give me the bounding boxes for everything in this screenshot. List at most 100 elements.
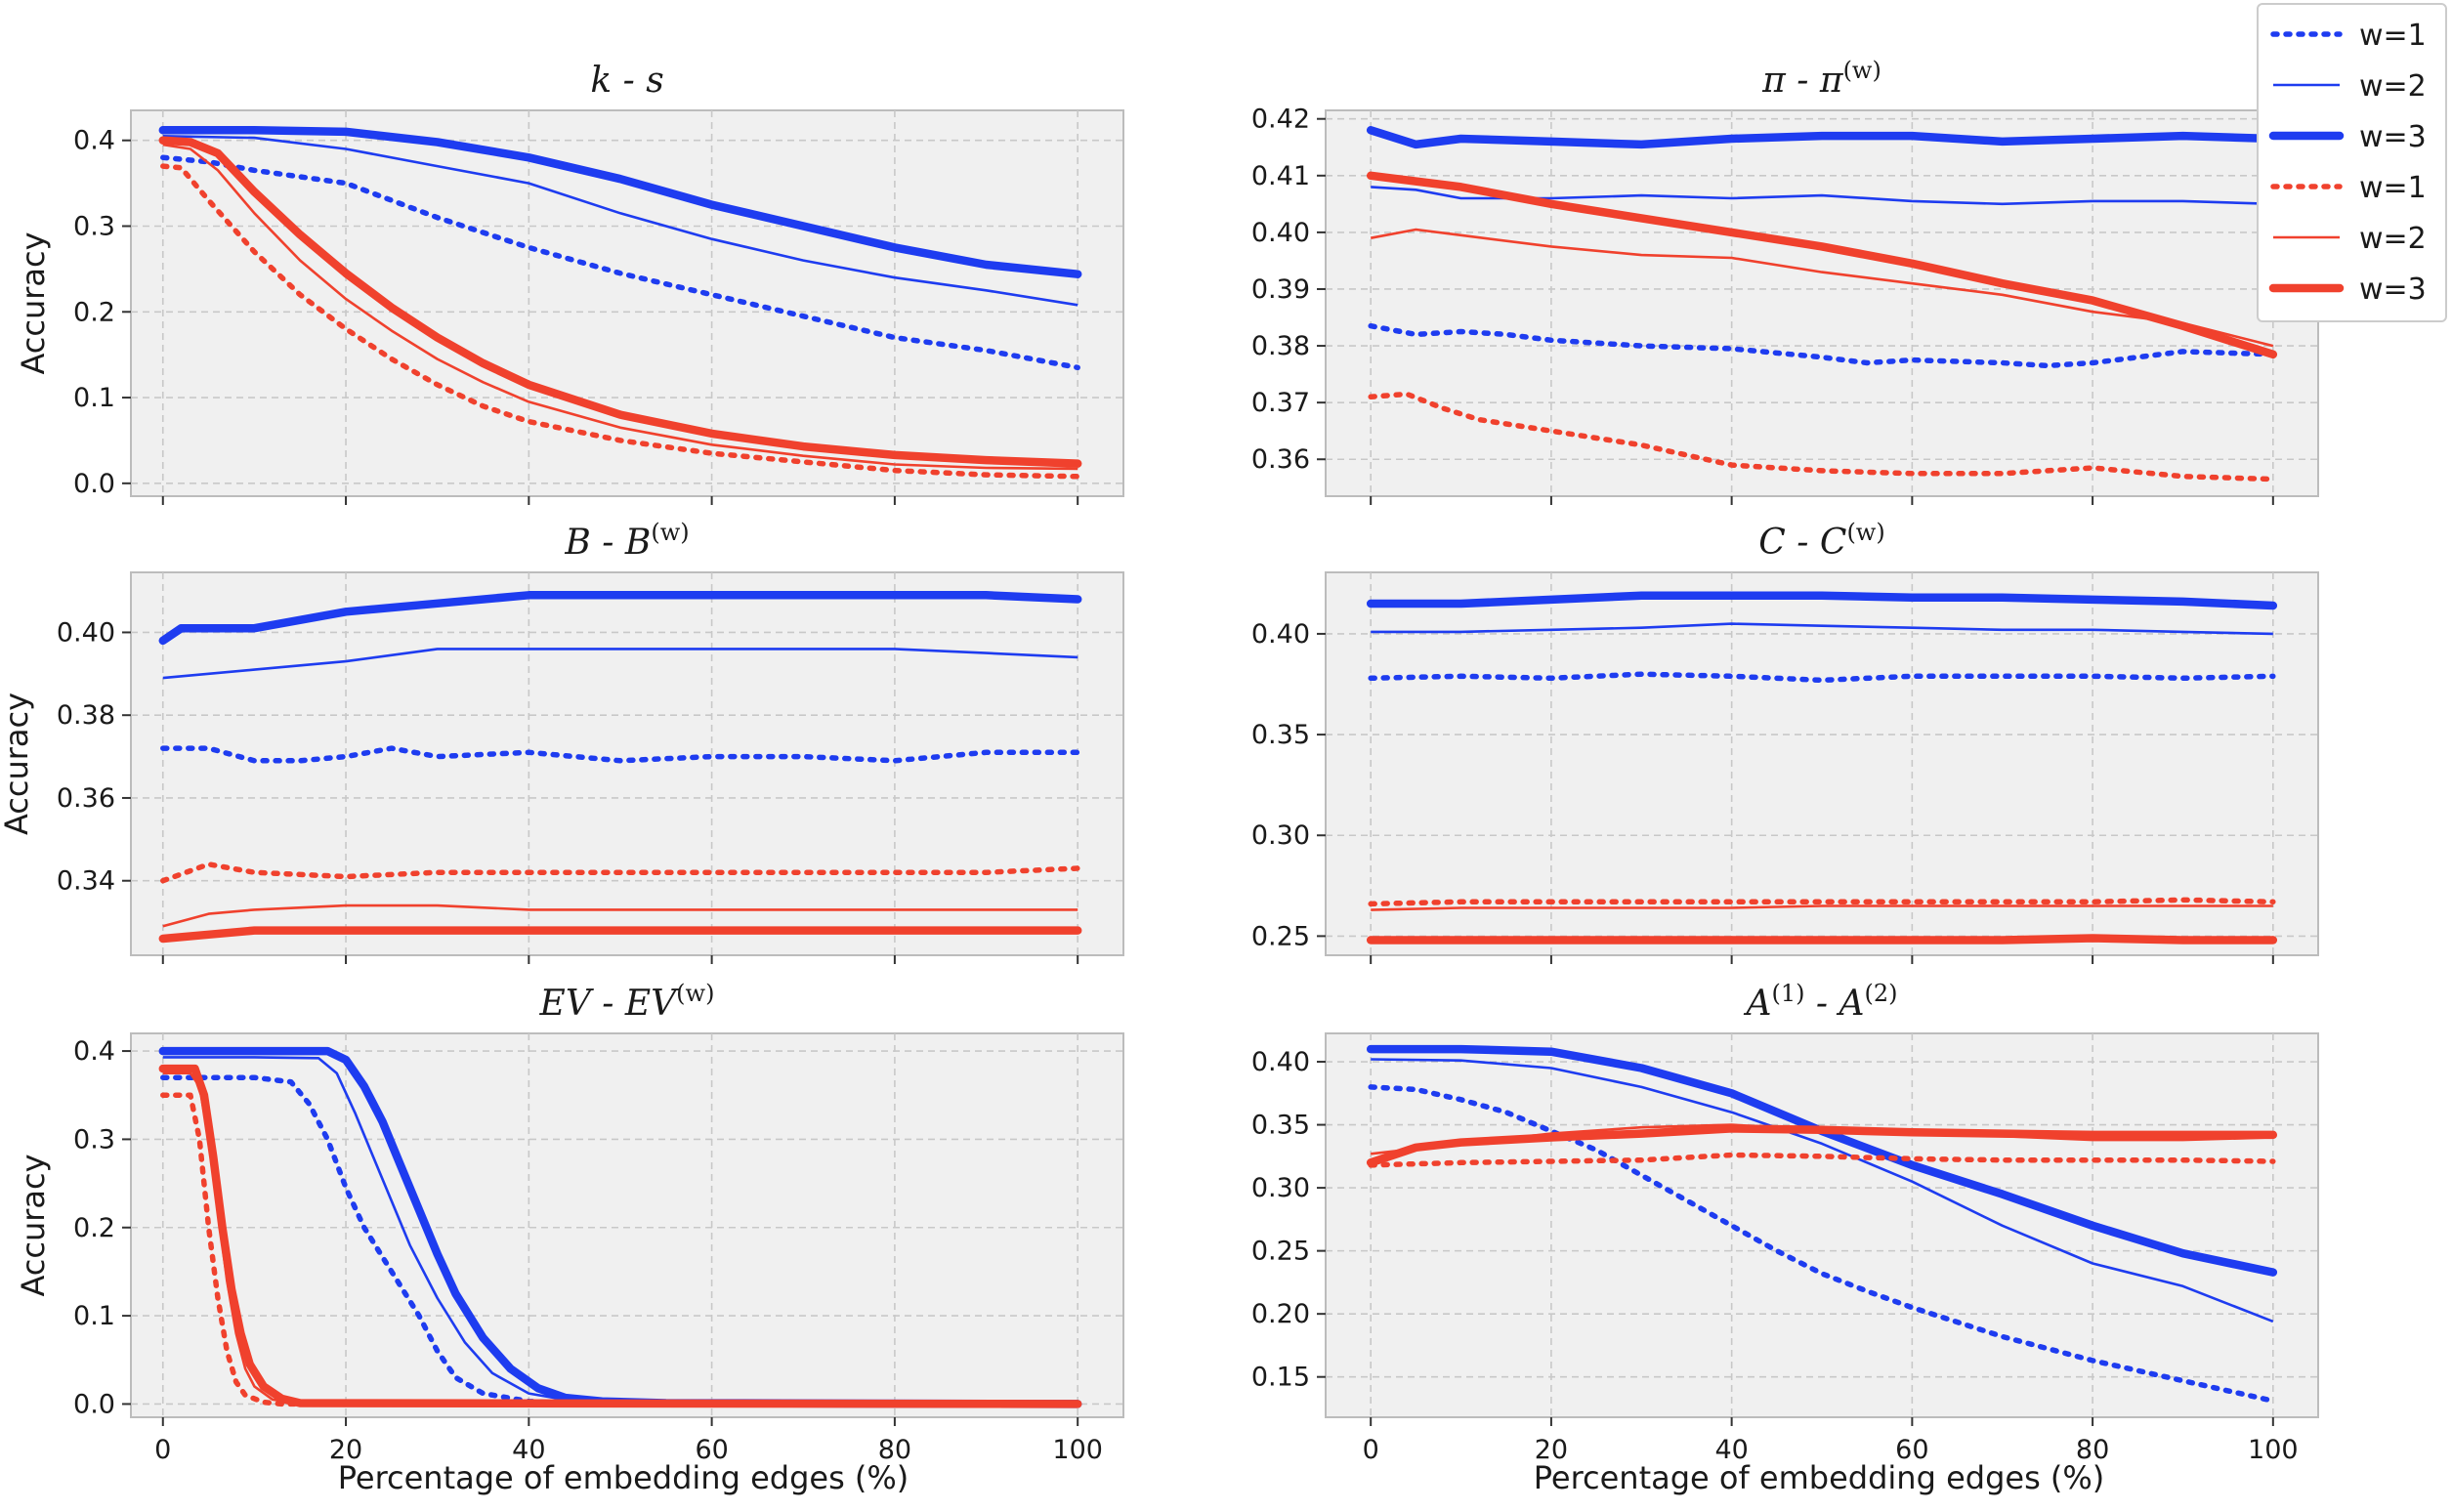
y-tick-label: 0.1 xyxy=(73,383,115,413)
x-tick-label: 60 xyxy=(695,1435,728,1465)
panel-title: π - π(w)​ xyxy=(1761,57,1881,101)
y-tick-label: 0.3 xyxy=(73,1124,115,1155)
y-tick-label: 0.40 xyxy=(1251,218,1310,248)
series-line-red-dotted xyxy=(1368,897,2276,907)
x-tick-label: 80 xyxy=(2076,1435,2109,1465)
legend: w=1 w=2 w=3 w=1 w=2 w=3 xyxy=(2257,3,2447,322)
series-line-blue-thin xyxy=(162,135,1078,307)
y-tick-label: 0.3 xyxy=(73,212,115,242)
series-line-red-thick xyxy=(158,1064,1082,1408)
y-axis-label: Accuracy xyxy=(0,693,35,835)
plot-area xyxy=(130,109,1124,497)
y-tick-label: 0.30 xyxy=(1251,820,1310,851)
legend-label: w=1 xyxy=(2359,19,2427,53)
series-group xyxy=(158,591,1082,944)
series-line-blue-thin xyxy=(1371,1058,2274,1323)
series-line-blue-thin xyxy=(162,648,1078,680)
y-tick-label: 0.36 xyxy=(1251,444,1310,475)
legend-label: w=2 xyxy=(2359,222,2427,256)
y-tick-label: 0.1 xyxy=(73,1301,115,1331)
series-group xyxy=(158,125,1082,480)
y-tick-label: 0.20 xyxy=(1251,1299,1310,1329)
series-line-red-dotted xyxy=(160,163,1080,480)
series-line-blue-thin xyxy=(1371,622,2273,636)
y-tick-label: 0.40 xyxy=(1251,619,1310,650)
y-tick-label: 0.40 xyxy=(57,617,115,648)
series-group xyxy=(1366,1044,2278,1404)
plot-area xyxy=(1325,1032,2319,1418)
panel-title: C - C(w)​ xyxy=(1758,519,1884,563)
y-tick-label: 0.2 xyxy=(73,1213,115,1243)
panel-title: B - B(w)​ xyxy=(564,519,689,563)
series-line-red-thin xyxy=(162,903,1078,928)
y-tick-label: 0.38 xyxy=(1251,331,1310,361)
x-tick-label: 40 xyxy=(512,1435,545,1465)
series-line-red-thick xyxy=(158,926,1082,944)
series-line-blue-thick xyxy=(1366,591,2278,610)
x-tick-label: 80 xyxy=(878,1435,911,1465)
panel-title: A(1)​ - A(2)​ xyxy=(1743,980,1897,1024)
plot-area xyxy=(130,1032,1124,1418)
series-line-red-thin xyxy=(1370,228,2274,348)
panel-5: 0 20 40 60 80 100 0.0 0.1 0.2 0.3 0.4 Accuracy EV - … xyxy=(15,980,1124,1465)
series-line-blue-dotted xyxy=(1368,1084,2276,1404)
axis-labels: Percentage of embedding edges (%) Percen… xyxy=(338,1459,2105,1496)
series-group xyxy=(1366,591,2278,945)
series-line-red-dotted xyxy=(1368,391,2276,483)
series-line-red-thick xyxy=(1366,171,2278,359)
legend-label: w=2 xyxy=(2359,69,2427,104)
x-tick-label: 100 xyxy=(2248,1435,2299,1465)
series-line-red-dotted xyxy=(160,1092,1080,1407)
y-tick-label: 0.0 xyxy=(73,1389,115,1419)
y-tick-label: 0.25 xyxy=(1251,1237,1310,1267)
y-tick-label: 0.41 xyxy=(1251,161,1310,191)
panel-1: 0.0 0.1 0.2 0.3 0.4 Accuracy k - s xyxy=(15,61,1124,505)
series-line-blue-thick xyxy=(158,591,1082,646)
y-tick-label: 0.30 xyxy=(1251,1173,1310,1203)
x-tick-label: 20 xyxy=(1535,1435,1568,1465)
series-line-blue-dotted xyxy=(1368,322,2276,369)
x-tick-label: 0 xyxy=(154,1435,171,1465)
x-tick-label: 40 xyxy=(1714,1435,1748,1465)
x-tick-label: 0 xyxy=(1363,1435,1379,1465)
y-tick-label: 0.42 xyxy=(1251,105,1310,135)
plot-area xyxy=(1325,571,2319,956)
x-tick-label: 20 xyxy=(329,1435,362,1465)
plot-area xyxy=(1325,109,2319,497)
legend-label: w=3 xyxy=(2359,273,2427,307)
series-group xyxy=(1366,126,2278,483)
series-line-red-thin xyxy=(162,143,1078,471)
series-line-red-thin xyxy=(1371,904,2273,911)
legend-label: w=1 xyxy=(2359,171,2427,205)
series-line-blue-thick xyxy=(158,125,1082,278)
y-tick-label: 0.15 xyxy=(1251,1363,1310,1393)
y-tick-label: 0.4 xyxy=(73,126,115,156)
y-tick-label: 0.35 xyxy=(1251,1111,1310,1141)
series-line-red-dotted xyxy=(160,861,1080,884)
series-line-red-thick xyxy=(158,136,1082,468)
x-tick-label: 60 xyxy=(1895,1435,1928,1465)
series-line-blue-thin xyxy=(1371,186,2273,206)
legend-box xyxy=(2257,3,2447,322)
y-tick-label: 0.2 xyxy=(73,297,115,327)
y-axis-label: Accuracy xyxy=(15,231,52,374)
y-tick-label: 0.0 xyxy=(73,469,115,499)
x-tick-label: 100 xyxy=(1052,1435,1103,1465)
series-line-blue-dotted xyxy=(160,745,1080,764)
series-line-blue-thick xyxy=(158,1046,1082,1408)
y-tick-label: 0.4 xyxy=(73,1036,115,1067)
y-tick-label: 0.39 xyxy=(1251,274,1310,305)
panel-title: EV - EV(w)​ xyxy=(539,980,715,1024)
plot-area xyxy=(130,571,1124,956)
y-tick-label: 0.40 xyxy=(1251,1047,1310,1077)
legend-label: w=3 xyxy=(2359,120,2427,154)
y-axis-label: Accuracy xyxy=(15,1154,52,1296)
series-line-red-dotted xyxy=(1368,1152,2276,1168)
y-tick-label: 0.38 xyxy=(57,700,115,731)
panel-title: k - s xyxy=(590,61,663,101)
panel-3: 0.34 0.36 0.38 0.40 Accuracy B - B(w)​ xyxy=(0,519,1124,964)
series-line-red-thick xyxy=(1366,934,2278,945)
x-axis-label-left: Percentage of embedding edges (%) xyxy=(338,1459,909,1496)
